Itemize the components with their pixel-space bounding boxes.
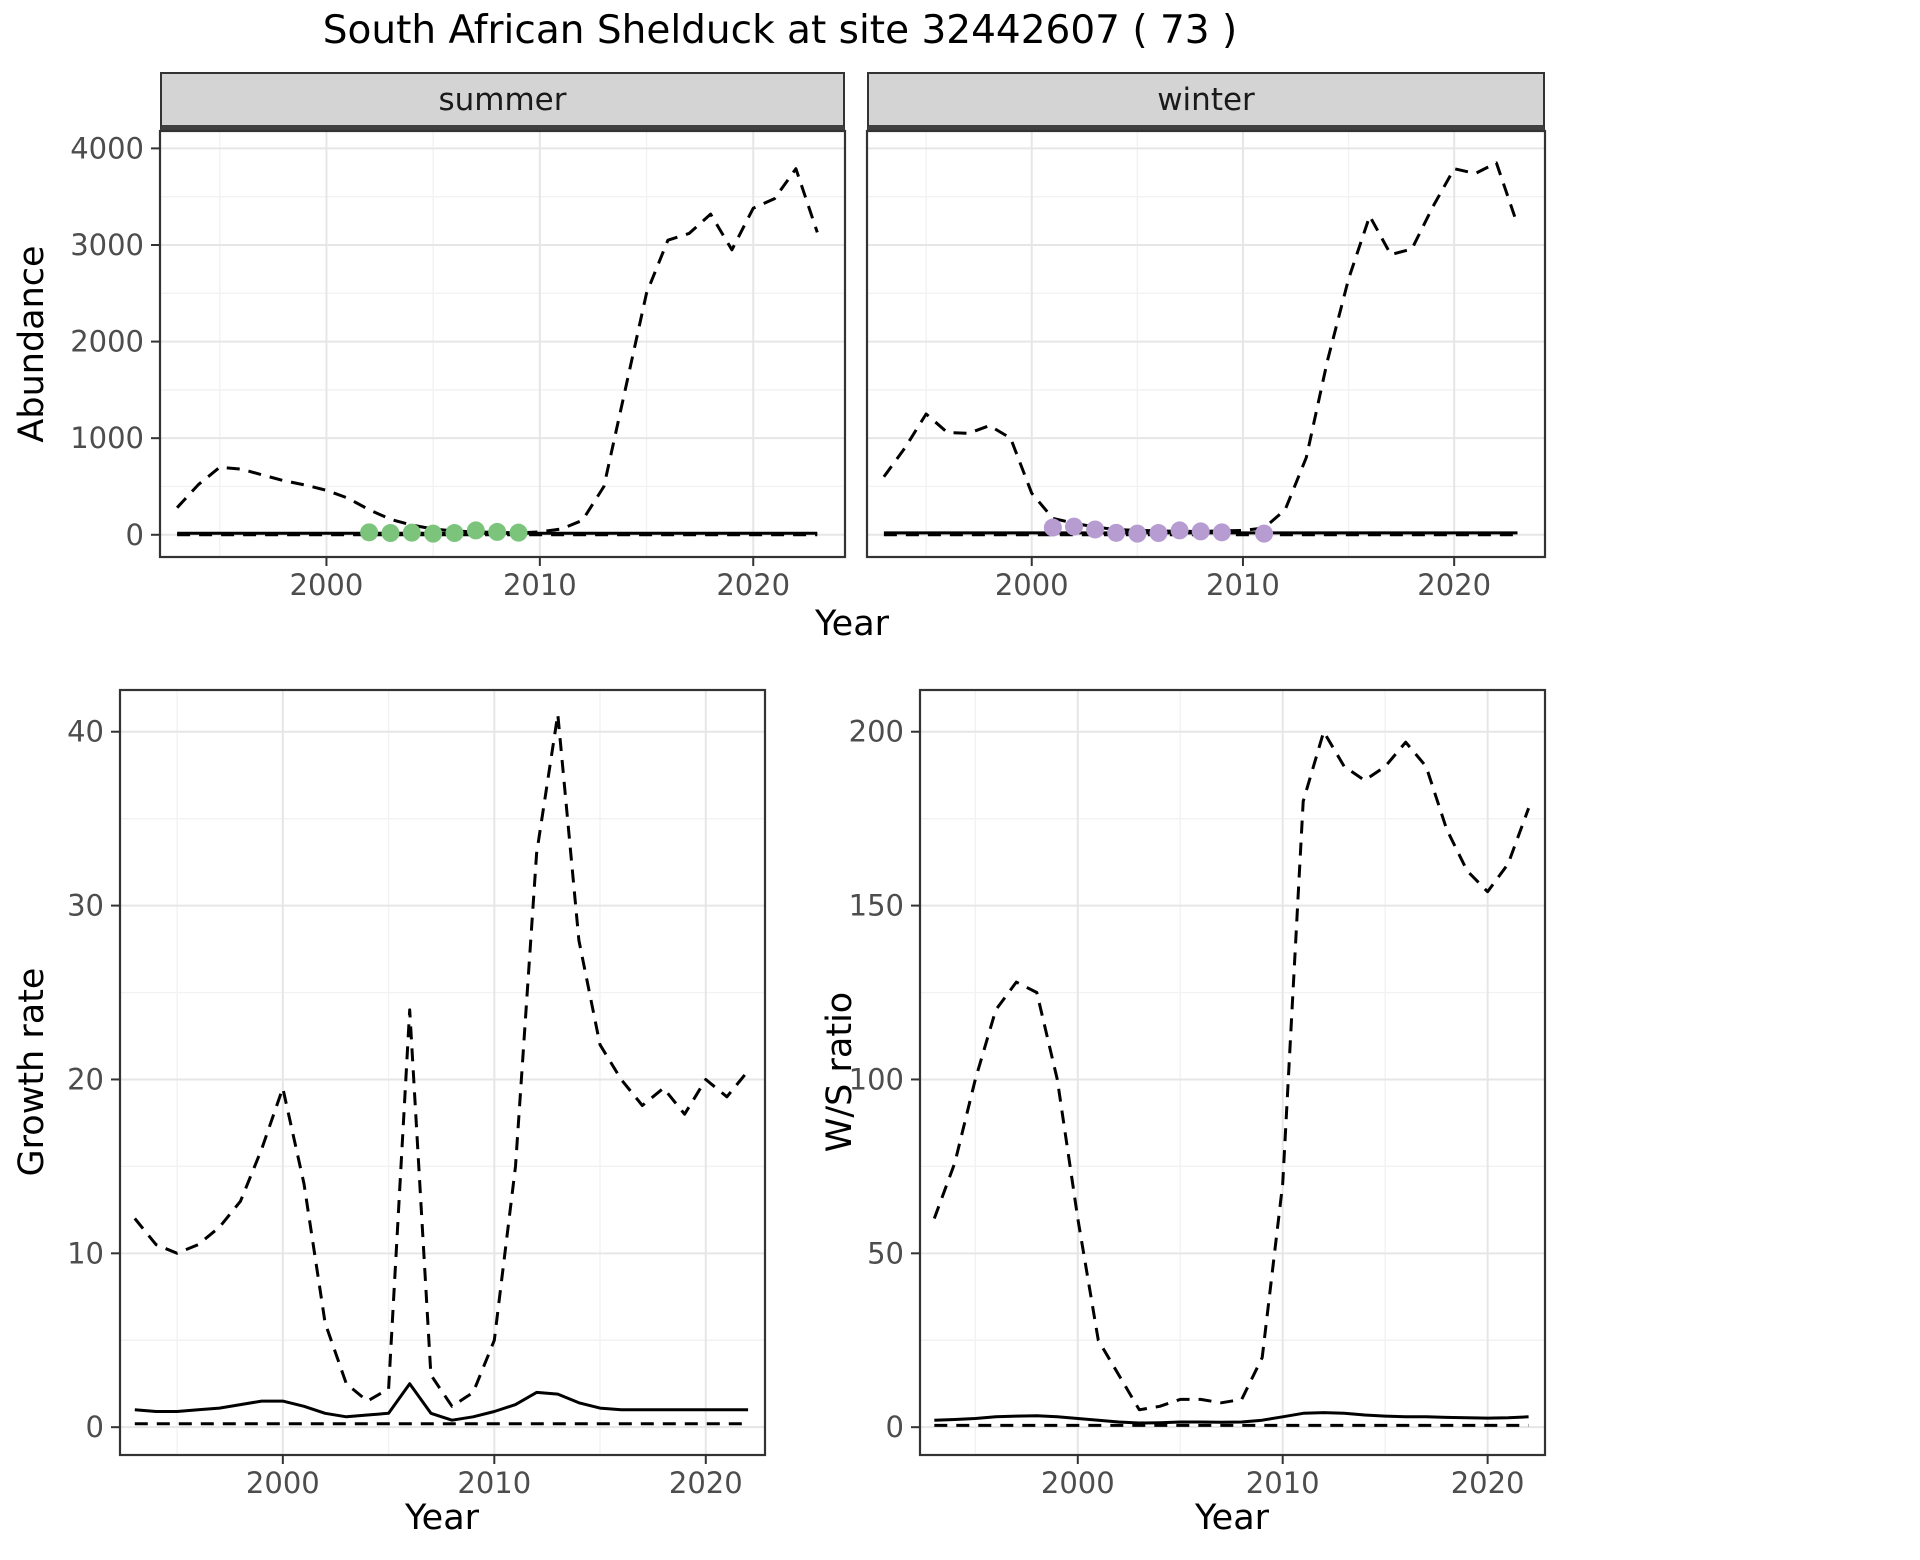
upper-ci-line <box>175 167 819 535</box>
x-tick-label: 2020 <box>716 568 790 602</box>
observed-count-points <box>424 524 443 543</box>
mean-line <box>934 1411 1529 1425</box>
ws-ratio-chart: 2000 2010 2020 0 50 100 150 200 <box>849 688 1547 1500</box>
y-tick-label: 20 <box>67 1062 104 1096</box>
y-tick-label: 200 <box>849 715 904 749</box>
x-axis-label-year-growth: Year <box>404 1498 480 1538</box>
facet-strip-summer: summer <box>160 72 845 131</box>
y-tick-label: 10 <box>67 1236 104 1270</box>
panel-border <box>118 688 767 1457</box>
facet-label-summer: summer <box>438 81 567 118</box>
observed-count-points <box>360 523 379 542</box>
y-tick-label: 1000 <box>70 421 144 455</box>
panel-background <box>160 131 845 557</box>
y-tick-label: 0 <box>86 1410 104 1444</box>
y-tick-label: 4000 <box>70 131 144 165</box>
x-tick-label: 2000 <box>246 1466 320 1500</box>
panel-border <box>918 688 1547 1457</box>
upper-ci-line <box>932 730 1531 1412</box>
y-axis-label-growth-rate: Growth rate <box>12 967 52 1177</box>
x-tick-label: 2020 <box>1451 1466 1525 1500</box>
y-tick-label: 0 <box>886 1410 904 1444</box>
mean-line <box>134 1382 749 1422</box>
facet-label-winter: winter <box>1157 81 1255 118</box>
facet-strip-winter: winter <box>867 72 1545 131</box>
y-tick-label: 30 <box>67 889 104 923</box>
observed-count-points <box>1170 521 1189 540</box>
observed-count-points <box>1212 523 1231 542</box>
observed-count-points <box>1107 523 1126 542</box>
x-tick-label: 2000 <box>290 568 364 602</box>
x-tick-label: 2010 <box>503 568 577 602</box>
observed-count-points <box>1255 524 1274 543</box>
y-tick-label: 150 <box>849 889 904 923</box>
y-tick-label: 0 <box>126 518 144 552</box>
observed-count-points <box>1128 524 1147 543</box>
observed-count-points <box>1149 524 1168 543</box>
panel-border <box>158 129 847 559</box>
y-tick-label: 50 <box>867 1236 904 1270</box>
panel-background <box>120 690 765 1455</box>
observed-count-points <box>1191 522 1210 541</box>
observed-count-points <box>445 524 464 543</box>
observed-count-points <box>381 524 400 543</box>
observed-count-points <box>488 522 507 541</box>
y-tick-label: 40 <box>67 715 104 749</box>
y-tick-label: 3000 <box>70 228 144 262</box>
abundance-summer-chart: 2000 2010 2020 0 1000 2000 3000 4000 <box>70 129 847 602</box>
x-tick-label: 2010 <box>1246 1466 1320 1500</box>
upper-ci-line <box>133 712 750 1408</box>
x-tick-label: 2020 <box>669 1466 743 1500</box>
observed-count-points <box>1064 517 1083 536</box>
x-tick-label: 2010 <box>1206 568 1280 602</box>
x-tick-label: 2000 <box>995 568 1069 602</box>
page-title: South African Shelduck at site 32442607 … <box>322 8 1238 53</box>
y-tick-label: 100 <box>849 1062 904 1096</box>
observed-count-points <box>402 523 421 542</box>
panel-background <box>920 690 1545 1455</box>
x-axis-label-year-top: Year <box>814 604 890 644</box>
observed-count-points <box>466 521 485 540</box>
x-axis-label-year-ws: Year <box>1194 1498 1270 1538</box>
observed-count-points <box>509 523 528 542</box>
growth-rate-chart: 2000 2010 2020 0 10 20 30 40 <box>67 688 767 1500</box>
y-tick-label: 2000 <box>70 325 144 359</box>
y-axis-label-ws-ratio: W/S ratio <box>820 991 860 1153</box>
abundance-winter-chart: 2000 2010 2020 <box>865 129 1547 602</box>
x-tick-label: 2010 <box>457 1466 531 1500</box>
y-axis-label-abundance: Abundance <box>12 245 52 443</box>
x-tick-label: 2020 <box>1417 568 1491 602</box>
observed-count-points <box>1043 518 1062 537</box>
observed-count-points <box>1086 520 1105 539</box>
panel-border <box>865 129 1547 559</box>
panel-background <box>867 131 1545 557</box>
x-tick-label: 2000 <box>1041 1466 1115 1500</box>
